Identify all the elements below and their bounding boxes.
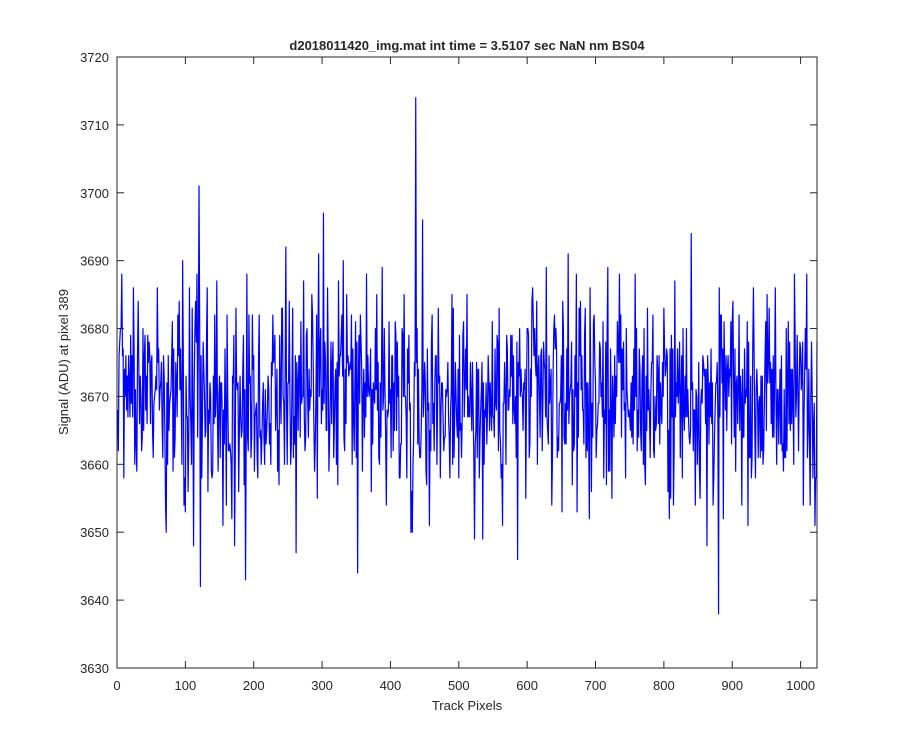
x-tick-label: 500 <box>448 678 470 693</box>
series-layer <box>117 97 818 615</box>
x-axis: 0 100 200 300 400 500 600 700 800 900 1000 <box>113 57 815 693</box>
x-tick-label: 300 <box>311 678 333 693</box>
y-tick-label: 3670 <box>80 389 109 404</box>
y-tick-label: 3700 <box>80 186 109 201</box>
y-tick-label: 3710 <box>80 118 109 133</box>
x-tick-label: 900 <box>721 678 743 693</box>
axes-box <box>116 56 818 669</box>
x-tick-label: 700 <box>585 678 607 693</box>
y-tick-label: 3660 <box>80 457 109 472</box>
y-tick-label: 3680 <box>80 322 109 337</box>
x-tick-label: 200 <box>243 678 265 693</box>
y-axis-label: Signal (ADU) at pixel 389 <box>56 289 71 435</box>
x-tick-label: 800 <box>653 678 675 693</box>
x-tick-label: 100 <box>175 678 197 693</box>
x-tick-label: 600 <box>516 678 538 693</box>
y-tick-label: 3630 <box>80 661 109 676</box>
y-tick-label: 3690 <box>80 254 109 269</box>
y-tick-label: 3720 <box>80 50 109 65</box>
series-line <box>117 97 818 615</box>
y-tick-label: 3650 <box>80 525 109 540</box>
y-axis: 3630 3640 3650 3660 3670 3680 3690 3700 3710 3720 <box>80 50 817 676</box>
x-tick-label: 0 <box>113 678 120 693</box>
x-axis-label: Track Pixels <box>432 698 503 713</box>
x-tick-label: 400 <box>380 678 402 693</box>
x-tick-label: 1000 <box>786 678 815 693</box>
y-tick-label: 3640 <box>80 593 109 608</box>
chart-title: d2018011420_img.mat int time = 3.5107 se… <box>289 38 645 53</box>
